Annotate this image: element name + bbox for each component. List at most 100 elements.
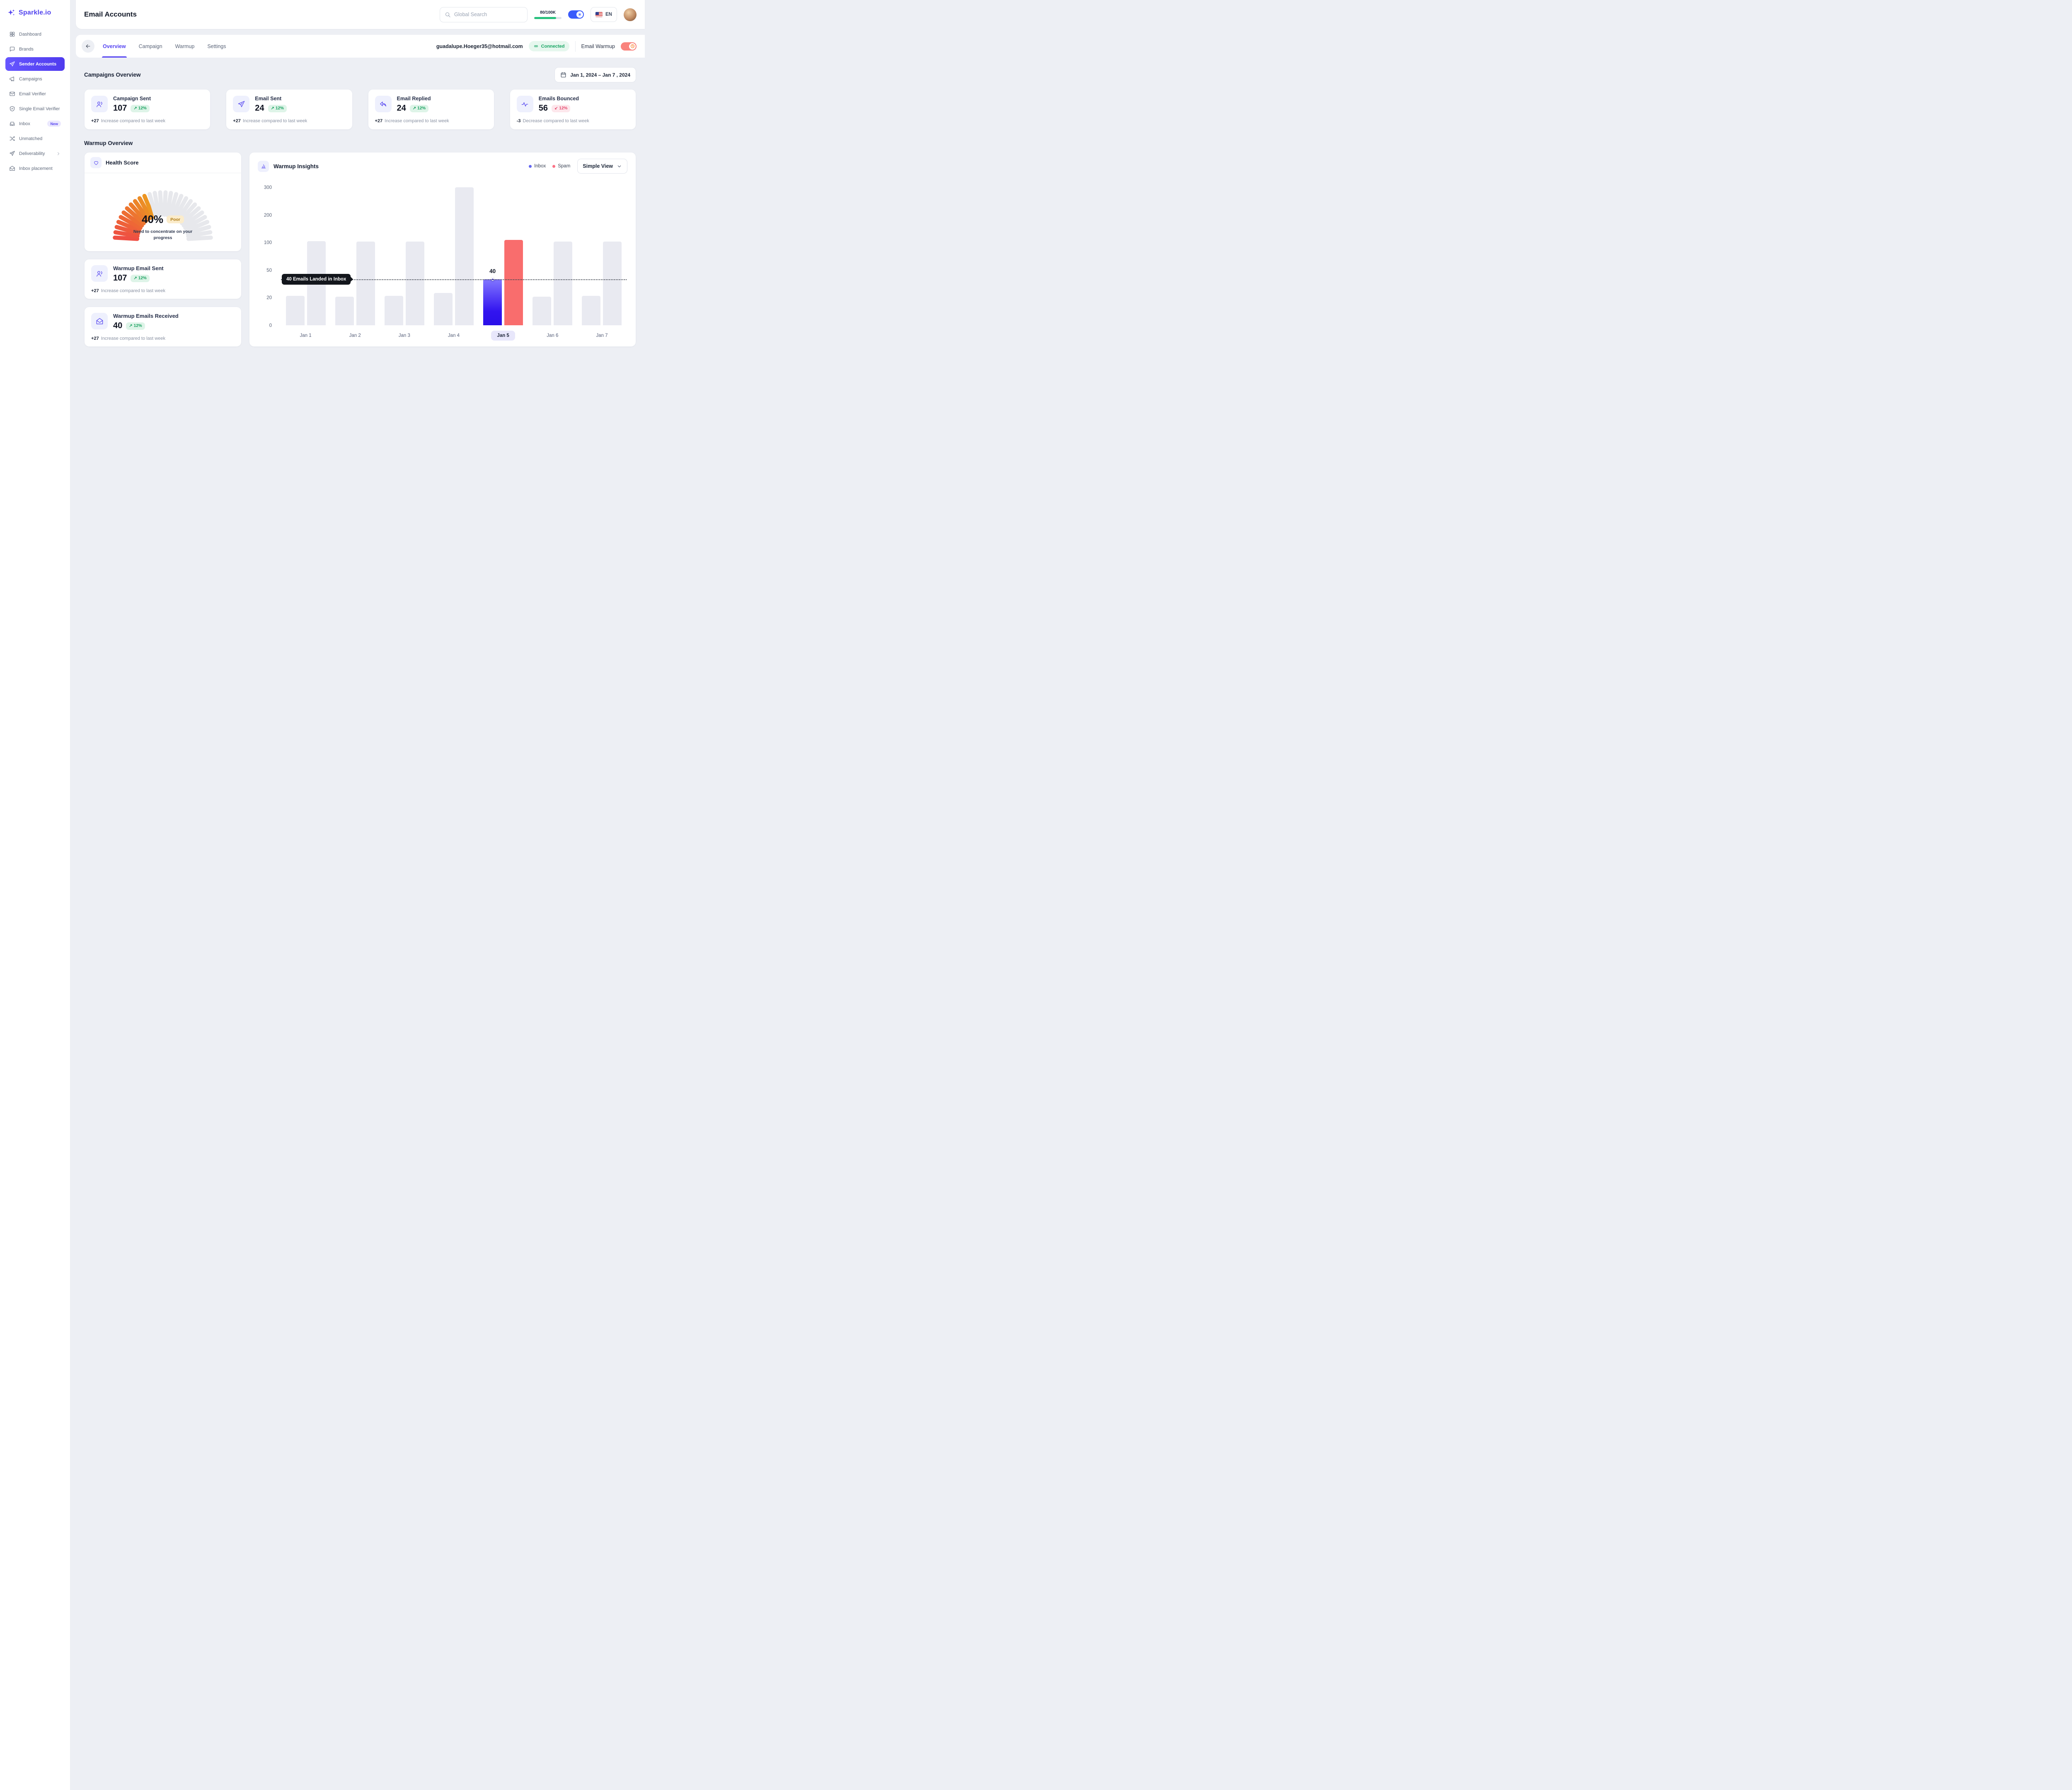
bar-chart-icon (258, 160, 269, 172)
theme-toggle[interactable] (568, 10, 584, 19)
email-warmup-toggle[interactable] (621, 42, 637, 51)
sidebar-item-deliverability[interactable]: Deliverability (5, 147, 65, 160)
chart-bar-inbox[interactable] (582, 296, 601, 325)
inbox-icon (91, 313, 108, 329)
trend-badge: ↗ 12% (409, 104, 429, 112)
stat-value: 40 (113, 321, 123, 330)
sidebar-item-inbox-placement[interactable]: Inbox placement (5, 162, 65, 175)
trend-up-icon: ↗ (133, 276, 137, 281)
sidebar-item-brands[interactable]: Brands (5, 42, 65, 56)
chart-bar-spam[interactable] (356, 242, 375, 325)
chart-bar-spam[interactable] (455, 187, 474, 325)
y-tick-label: 300 (264, 185, 272, 190)
account-email: guadalupe.Hoeger35@hotmail.com (436, 43, 523, 49)
stat-value: 24 (397, 104, 406, 113)
y-tick-label: 100 (264, 240, 272, 246)
chart-plot: 40 40 Emails Landed in Inbox (281, 187, 627, 325)
chart-x-label[interactable]: Jan 6 (547, 333, 559, 338)
stat-title: Emails Bounced (538, 96, 579, 102)
y-tick-label: 200 (264, 213, 272, 218)
email-warmup-toggle-knob (629, 43, 636, 50)
chart-bar-spam[interactable] (554, 242, 573, 325)
date-range-label: Jan 1, 2024 – Jan 7 , 2024 (570, 72, 630, 78)
tab-campaign[interactable]: Campaign (138, 43, 162, 49)
paper-plane-icon (9, 150, 15, 157)
stat-title: Email Replied (397, 96, 431, 102)
tab-warmup[interactable]: Warmup (175, 43, 195, 49)
chart-bar-inbox[interactable] (433, 293, 453, 325)
theme-toggle-knob (576, 11, 583, 18)
chart-x-label[interactable]: Jan 5 (479, 331, 528, 341)
back-button[interactable] (82, 40, 94, 53)
chart-x-axis: Jan 1 Jan 2 Jan 3 Jan 4 Jan 5 Jan 6 Jan 7 (281, 331, 627, 341)
sidebar-item-email-verifier[interactable]: Email Verifier (5, 87, 65, 101)
chart-x-label[interactable]: Jan 4 (448, 333, 460, 338)
chart-bar-inbox[interactable] (384, 296, 403, 325)
megaphone-icon (9, 76, 15, 82)
date-range-picker[interactable]: Jan 1, 2024 – Jan 7 , 2024 (554, 67, 636, 82)
language-label: EN (605, 12, 612, 17)
chart-bar-inbox[interactable] (286, 296, 305, 325)
trend-badge: ↗ 12% (131, 274, 150, 282)
divider (575, 41, 576, 52)
chart-x-label[interactable]: Jan 3 (398, 333, 410, 338)
chart-bars: 40 (281, 187, 627, 325)
credits-count: 80/100K (540, 10, 556, 15)
credits-progress (534, 17, 562, 19)
stat-footnote: +27 Increase compared to last week (233, 119, 307, 123)
main-area: Email Accounts 80/100K EN (76, 0, 645, 355)
sidebar-item-label: Brands (19, 46, 34, 52)
chevron-right-icon (56, 151, 61, 156)
stat-title: Email Sent (255, 96, 282, 102)
stat-footnote: +27 Increase compared to last week (91, 288, 165, 293)
sidebar-item-campaigns[interactable]: Campaigns (5, 72, 65, 86)
stat-value: 107 (113, 273, 127, 283)
trend-up-icon: ↗ (412, 106, 416, 111)
chart-bar-inbox[interactable] (533, 297, 552, 325)
user-avatar[interactable] (624, 8, 637, 21)
chart-bar-inbox[interactable]: 40 (483, 268, 502, 325)
chat-icon (9, 46, 15, 52)
sidebar-item-inbox[interactable]: Inbox New (5, 117, 65, 131)
stat-value: 56 (538, 104, 548, 113)
stat-cards: Campaign Sent 107 ↗ 12% +27 Increase comp… (84, 89, 636, 130)
sidebar-item-label: Dashboard (19, 31, 41, 37)
sidebar-item-sender-accounts[interactable]: Sender Accounts (5, 57, 65, 71)
mail-icon (9, 91, 15, 97)
sidebar-item-label: Unmatched (19, 136, 43, 141)
shield-check-icon (9, 106, 15, 112)
chart-bar-spam[interactable] (504, 239, 523, 325)
global-search[interactable] (440, 7, 528, 22)
warmup-insights-card: Warmup Insights Inbox Spam Simple View 0… (249, 152, 636, 347)
search-icon (445, 12, 451, 18)
chart-bar-group (281, 187, 330, 325)
chart-bar-inbox[interactable] (335, 297, 354, 325)
search-input[interactable] (454, 12, 523, 17)
health-score-card: Health Score 40% Poor Need to concentrat… (84, 152, 242, 252)
link-icon (533, 44, 539, 49)
sidebar-item-unmatched[interactable]: Unmatched (5, 132, 65, 145)
chart-bar-group (330, 187, 380, 325)
page-content: Campaigns Overview Jan 1, 2024 – Jan 7 ,… (76, 58, 645, 355)
chart-bar-group (380, 187, 429, 325)
sidebar-item-label: Campaigns (19, 76, 42, 82)
chart-x-label[interactable]: Jan 1 (300, 333, 312, 338)
chart-x-label[interactable]: Jan 2 (349, 333, 361, 338)
stat-footnote: +27 Increase compared to last week (91, 336, 165, 341)
sidebar-item-label: Single Email Verifier (19, 106, 60, 111)
brand-logo[interactable]: Sparkle.io (0, 0, 70, 24)
stat-value: 107 (113, 104, 127, 113)
chart-bar-spam[interactable] (603, 242, 622, 325)
sidebar-item-single-email-verifier[interactable]: Single Email Verifier (5, 102, 65, 116)
sidebar-item-dashboard[interactable]: Dashboard (5, 27, 65, 41)
tab-settings[interactable]: Settings (207, 43, 226, 49)
chart-bar-spam[interactable] (405, 242, 424, 325)
chart-x-label[interactable]: Jan 7 (596, 333, 608, 338)
legend-item-spam: Spam (552, 164, 570, 169)
language-selector[interactable]: EN (591, 7, 617, 22)
reply-icon (375, 96, 392, 112)
stat-footnote: -3 Decrease compared to last week (516, 119, 589, 123)
view-mode-dropdown[interactable]: Simple View (577, 159, 627, 174)
tab-overview[interactable]: Overview (102, 35, 127, 58)
stat-value: 24 (255, 104, 264, 113)
